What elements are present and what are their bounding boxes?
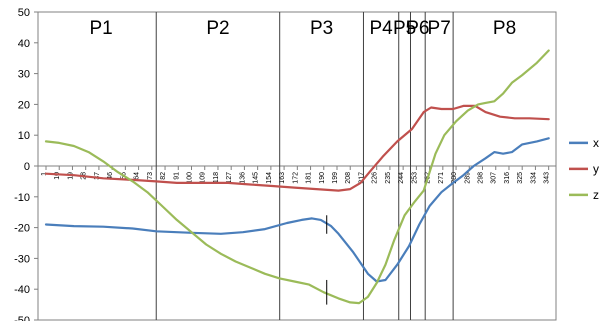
x-tick-label: 118 (213, 172, 220, 183)
y-tick-label: -30 (14, 253, 30, 265)
x-tick-label: 253 (411, 172, 418, 184)
legend-label-x: x (593, 136, 599, 150)
y-tick-label: 20 (18, 99, 30, 111)
x-tick-label: 37 (94, 172, 101, 180)
x-tick-label: 127 (226, 172, 233, 184)
phase-label: P1 (89, 18, 112, 39)
x-tick-label: 163 (279, 172, 286, 184)
x-tick-label: 172 (292, 172, 299, 184)
x-tick-label: 289 (464, 172, 471, 184)
x-tick-label: 136 (239, 172, 246, 184)
x-tick-label: 109 (200, 172, 207, 184)
legend-label-y: y (593, 162, 599, 176)
x-tick-label: 190 (319, 172, 326, 184)
x-tick-label: 181 (306, 172, 313, 184)
y-axis: 50 40 30 20 10 0 -10 -20 -30 -40 -50 (14, 7, 38, 321)
x-tick-label: 1 (41, 172, 48, 176)
y-tick-label: 10 (18, 130, 30, 142)
y-tick-label: -10 (14, 192, 30, 204)
series-line-y (44, 104, 550, 192)
x-tick-label: 100 (187, 172, 194, 184)
x-tick-label: 64 (134, 172, 141, 180)
x-tick-label: 271 (438, 172, 445, 184)
x-tick-label: 91 (173, 172, 180, 180)
series-line-x (44, 137, 550, 283)
x-tick-label: 307 (491, 172, 498, 184)
x-tick-label: 199 (332, 172, 339, 184)
x-tick-label: 316 (504, 172, 511, 184)
x-tick-label: 325 (517, 172, 524, 184)
x-tick-label: 145 (253, 172, 260, 184)
x-tick-label: 235 (385, 172, 392, 184)
x-tick-label: 208 (345, 172, 352, 184)
phase-label: P6 (406, 18, 429, 39)
y-tick-label: 50 (18, 7, 30, 19)
y-tick-label: -20 (14, 223, 30, 235)
phase-label: P2 (206, 18, 229, 39)
x-tick-label: 154 (266, 172, 273, 184)
y-tick-label: 0 (24, 161, 30, 173)
y-tick-label: 30 (18, 69, 30, 81)
x-tick-label: 244 (398, 172, 405, 184)
y-tick-label: 40 (18, 38, 30, 50)
legend: xyz (569, 136, 599, 202)
y-tick-label: -40 (14, 284, 30, 296)
x-tick-label: 334 (530, 172, 537, 184)
x-tick-label: 10 (54, 172, 61, 180)
x-tick-label: 343 (544, 172, 551, 184)
x-tick-label: 46 (107, 172, 114, 180)
phase-label: P5 (393, 18, 416, 39)
legend-label-z: z (593, 188, 599, 202)
series-lines (44, 49, 550, 305)
x-tick-label: 226 (372, 172, 379, 184)
x-tick-label: 82 (160, 172, 167, 180)
phase-label: P7 (428, 18, 451, 39)
phase-label: P4 (369, 18, 393, 39)
series-line-z (44, 49, 550, 305)
x-tick-label: 217 (358, 172, 365, 184)
phase-label: P3 (310, 18, 333, 39)
y-tick-label: -50 (14, 315, 30, 321)
x-tick-label: 280 (451, 172, 458, 184)
x-tick-label: 73 (147, 172, 154, 180)
x-tick-label: 298 (478, 172, 485, 184)
phase-label: P8 (493, 18, 516, 39)
